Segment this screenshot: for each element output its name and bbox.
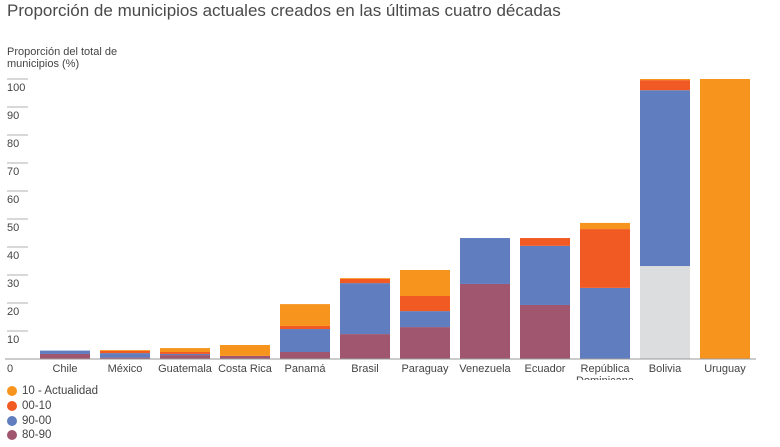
- legend-item: 00-10: [7, 399, 98, 414]
- legend-swatch-icon: [7, 430, 17, 441]
- bar-segment-90-00-4: [280, 329, 330, 352]
- x-tick-label: Uruguay: [704, 363, 746, 375]
- bar-segment-90-00-2: [160, 353, 210, 356]
- y-tick-label: 30: [7, 278, 19, 290]
- x-tick-label: México: [108, 363, 143, 375]
- bar-segment-80-90-8: [520, 304, 570, 359]
- bar-segment-90-00-10: [640, 90, 690, 267]
- bar-segment-10-Actualidad-2: [160, 348, 210, 352]
- y-axis-label: Proporción del total de municipios (%): [7, 46, 118, 70]
- bar-segment-80-90-7: [460, 283, 510, 359]
- bar-segment-90-00-9: [580, 287, 630, 359]
- x-tick-label: RepúblicaDominicana: [576, 363, 635, 380]
- bar-segment-10-Actualidad-3: [220, 345, 270, 356]
- bar-segment-00-10-2: [160, 352, 210, 354]
- bar-segment-00-10-10: [640, 80, 690, 91]
- bar-segment-90-00-5: [340, 283, 390, 335]
- legend-swatch-icon: [7, 386, 17, 397]
- bar-segment-90-00-1: [100, 353, 150, 358]
- bar-segment-00-10-5: [340, 278, 390, 284]
- y-tick-label: 90: [7, 110, 19, 122]
- legend-label: 90-00: [22, 414, 52, 427]
- y-tick-label: 80: [7, 138, 19, 150]
- bar-segment-00-10-8: [520, 238, 570, 246]
- y-tick-label: 40: [7, 250, 19, 262]
- bar-segment-80-90-2: [160, 355, 210, 359]
- x-tick-label: Ecuador: [525, 363, 566, 375]
- bar-segment-80-90-1: [100, 357, 150, 359]
- y-tick-label: 100: [7, 82, 25, 94]
- bar-segment-90-00-7: [460, 238, 510, 284]
- legend-swatch-icon: [7, 401, 17, 412]
- x-tick-label: Guatemala: [158, 363, 213, 375]
- x-tick-label: Costa Rica: [218, 363, 273, 375]
- bar-segment-90-00-8: [520, 245, 570, 305]
- bar-segment-80-90-6: [400, 327, 450, 359]
- bar-segment-10-Actualidad-9: [580, 222, 630, 230]
- bar-segment-00-10-4: [280, 325, 330, 330]
- bar-segment-90-00-6: [400, 311, 450, 328]
- bar-segment-unlabeled-10: [640, 266, 690, 359]
- bar-segment-80-90-4: [280, 352, 330, 359]
- bar-segment-10-Actualidad-1: [100, 350, 150, 351]
- y-tick-label: 50: [7, 222, 19, 234]
- legend-item: 10 - Actualidad: [7, 384, 98, 399]
- bar-segment-10-Actualidad-10: [640, 79, 690, 81]
- legend-label: 80-90: [22, 429, 52, 442]
- x-tick-label: Chile: [52, 363, 77, 375]
- legend-item: 80-90: [7, 428, 98, 443]
- x-tick-label: Panamá: [285, 363, 327, 375]
- y-tick-label: 70: [7, 166, 19, 178]
- y-tick-label: 60: [7, 194, 19, 206]
- bar-segment-00-10-6: [400, 296, 450, 312]
- legend: 10 - Actualidad 00-10 90-00 80-90: [7, 384, 98, 443]
- legend-item: 90-00: [7, 413, 98, 428]
- bar-segment-00-10-9: [580, 229, 630, 288]
- bar-segment-10-Actualidad-6: [400, 269, 450, 296]
- stacked-bar-chart: 0 10 20 30 40 50 60 70 80 90 100 Chile México Guatema…: [5, 78, 756, 380]
- y-tick-label: 0: [7, 363, 13, 375]
- chart-title: Proporción de municipios actuales creado…: [7, 1, 561, 20]
- y-tick-label: 10: [7, 334, 19, 346]
- legend-swatch-icon: [7, 415, 17, 426]
- x-tick-label: Brasil: [351, 363, 379, 375]
- bar-segment-90-00-0: [40, 350, 90, 354]
- x-tick-label: Paraguay: [401, 363, 449, 375]
- y-tick-label: 20: [7, 306, 19, 318]
- bar-segment-00-10-1: [100, 350, 150, 354]
- bar-segment-80-90-5: [340, 334, 390, 359]
- bar-segment-10-Actualidad-4: [280, 304, 330, 326]
- bar-segment-10-Actualidad-11: [700, 79, 750, 359]
- bar-segment-80-90-0: [40, 353, 90, 359]
- bar-segment-10-Actualidad-5: [340, 278, 390, 279]
- x-tick-label: Venezuela: [459, 363, 511, 375]
- bar-segment-80-90-3: [220, 355, 270, 359]
- x-tick-label: Bolivia: [649, 363, 682, 375]
- legend-label: 00-10: [22, 400, 52, 413]
- legend-label: 10 - Actualidad: [22, 385, 99, 398]
